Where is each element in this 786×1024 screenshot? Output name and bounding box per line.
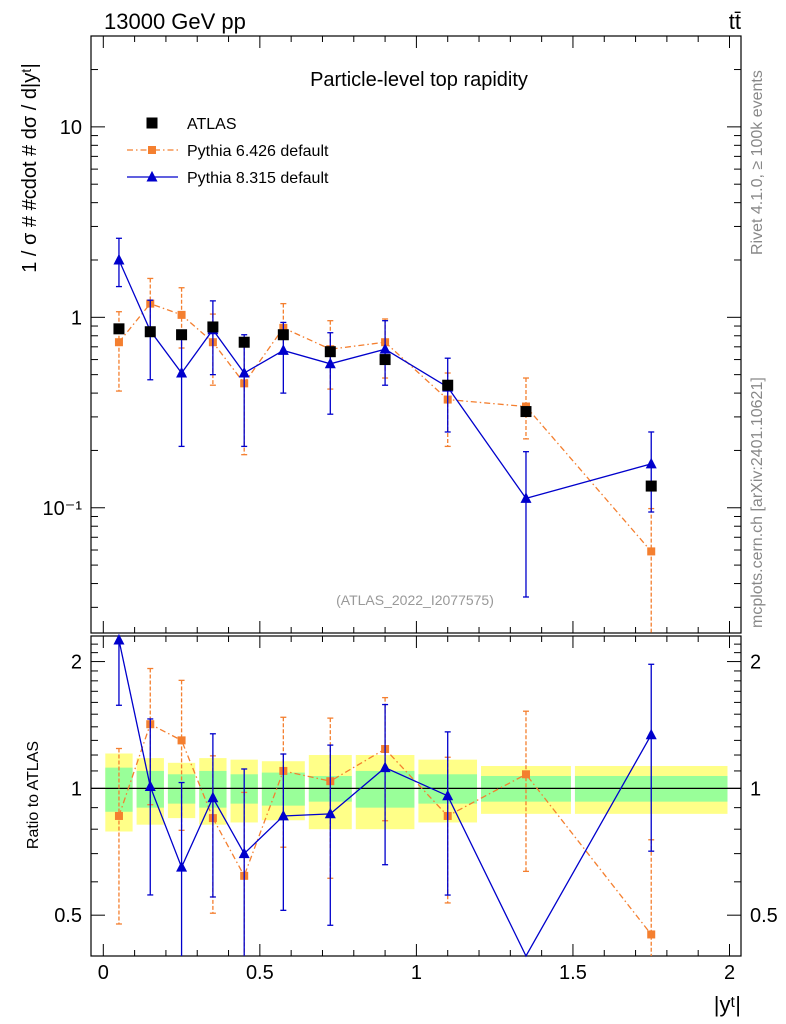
legend-marker-atlas <box>146 117 158 129</box>
atlas-point <box>520 406 532 418</box>
ratio-y-tick-label: 1 <box>71 778 82 800</box>
atlas-point <box>442 379 454 391</box>
pythia6-point <box>114 338 123 347</box>
atlas-point <box>176 329 188 341</box>
series-pythia8 <box>113 237 657 598</box>
legend-label: Pythia 8.315 default <box>187 170 329 187</box>
atlas-point <box>238 336 250 348</box>
pythia8-point <box>277 344 289 355</box>
y-tick-label: 1 <box>71 307 82 329</box>
mcplots-label: mcplots.cern.ch [arXiv:2401.10621] <box>749 377 766 628</box>
ratio-pythia6-point <box>521 770 530 779</box>
ratio-pythia8-point <box>113 633 125 645</box>
ratio-pythia8-point <box>324 807 336 819</box>
series-atlas <box>113 321 657 492</box>
pythia8-point <box>324 357 336 369</box>
pythia6-point <box>647 547 656 556</box>
ratio-plot-frame <box>90 635 742 957</box>
header-energy: 13000 GeV pp <box>104 9 246 34</box>
ratio-pythia6-point <box>114 811 123 820</box>
main-plot: 10⁻¹ 1 10 <box>43 35 742 956</box>
ratio-y-tick-label: 2 <box>71 652 82 674</box>
pythia8-point <box>113 253 125 265</box>
x-tick-label: 0 <box>98 962 109 984</box>
atlas-point <box>113 323 125 335</box>
atlas-point <box>207 321 219 333</box>
ratio-y-tick-label-right: 1 <box>750 778 761 800</box>
ratio-pythia8-point <box>379 761 391 773</box>
legend-marker-pythia6 <box>148 146 156 154</box>
ratio-pythia8-point <box>442 789 454 801</box>
legend-marker-pythia8 <box>146 170 158 182</box>
ratio-pythia8-point <box>277 809 289 821</box>
pythia8-point <box>379 343 391 354</box>
chart-title: Particle-level top rapidity <box>310 69 528 91</box>
ratio-y-tick-label: 0.5 <box>54 905 82 927</box>
ratio-pythia8-point <box>176 861 188 872</box>
atlas-point <box>324 346 336 358</box>
y-tick-label: 10 <box>60 117 82 139</box>
legend-label: Pythia 6.426 default <box>187 143 329 160</box>
x-axis-label: |yᵗ| <box>714 992 741 1017</box>
ratio-pythia6-point <box>177 736 186 745</box>
pythia6-point <box>177 310 186 319</box>
pythia8-point <box>520 492 532 503</box>
pythia8-point <box>238 366 250 378</box>
atlas-point <box>645 480 657 492</box>
x-tick-label: 1 <box>411 962 422 984</box>
x-tick-label: 0.5 <box>246 962 274 984</box>
x-tick-label: 1.5 <box>559 962 587 984</box>
atlas-point <box>277 329 289 341</box>
ratio-y-tick-label-right: 2 <box>750 652 761 674</box>
ratio-axis-label: Ratio to ATLAS <box>25 741 42 849</box>
legend-label: ATLAS <box>187 116 237 133</box>
atlas-point <box>144 326 156 338</box>
analysis-label: (ATLAS_2022_I2077575) <box>336 592 494 608</box>
x-tick-label: 2 <box>724 962 735 984</box>
ratio-pythia6-point <box>647 930 656 939</box>
rivet-version: Rivet 4.1.0, ≥ 100k events <box>749 70 766 255</box>
y-axis-label: 1 / σ # #cdot # dσ / d|yᵗ| <box>19 63 41 273</box>
ratio-pythia8-point <box>207 791 219 803</box>
ratio-plot: 0 0.5 1 1.5 2 0.5 0.5 1 1 2 2 <box>54 633 778 984</box>
ratio-pythia8-point <box>238 847 250 859</box>
header-process: tt̄ <box>729 9 741 34</box>
ratio-y-tick-label-right: 0.5 <box>750 905 778 927</box>
y-tick-label: 10⁻¹ <box>43 498 83 520</box>
atlas-point <box>379 354 391 366</box>
legend: ATLAS Pythia 6.426 default Pythia 8.315 de… <box>127 116 329 187</box>
pythia8-point <box>176 366 188 378</box>
ratio-pythia8-point <box>144 780 156 792</box>
pythia8-point <box>645 457 657 469</box>
ratio-pythia8 <box>113 633 657 958</box>
ratio-pythia8-point <box>645 728 657 740</box>
